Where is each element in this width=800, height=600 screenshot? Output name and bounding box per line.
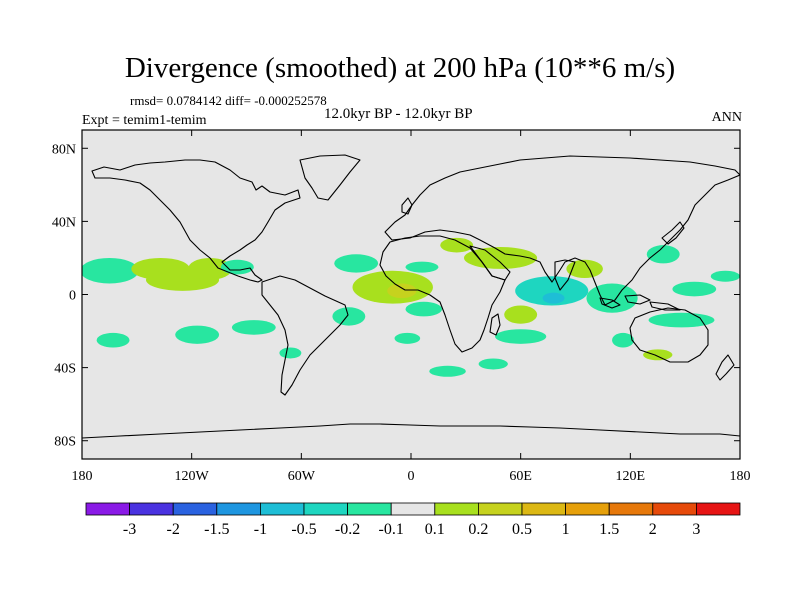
- coast-india: [554, 259, 576, 291]
- colorbar-label: -1.5: [204, 521, 229, 538]
- anomaly-south-pacific-aus: [643, 349, 673, 361]
- lat-tick-label: 40N: [52, 215, 76, 230]
- experiment-label: Expt = temim1-temim: [82, 113, 207, 128]
- lat-tick-label: 0: [69, 289, 76, 304]
- coast-eurasia: [384, 155, 740, 306]
- colorbar-swatch: [521, 502, 566, 516]
- longitude-axis: 180 120W 60W 0 60E 120E 180: [72, 130, 751, 484]
- lat-tick-label: 80S: [54, 435, 76, 450]
- coast-indonesia: [599, 294, 681, 311]
- anomaly-north-africa: [440, 237, 474, 253]
- colorbar-label: 0.1: [425, 521, 445, 538]
- anomaly-atlantic-core: [387, 283, 417, 299]
- lon-tick-label: 180: [72, 469, 93, 484]
- coast-arabia: [469, 245, 511, 281]
- lat-tick-label: 40S: [54, 362, 76, 377]
- anomaly-south-pacific-east: [231, 320, 276, 335]
- colorbar-label: -0.2: [335, 521, 360, 538]
- colorbar-swatch: [347, 502, 392, 516]
- map-title: Divergence (smoothed) at 200 hPa (10**6 …: [124, 52, 676, 84]
- colorbar-label: -1: [254, 521, 267, 538]
- colorbar-swatch: [259, 502, 305, 516]
- anomaly-south-pacific-far: [279, 347, 302, 359]
- colorbar-swatch: [652, 502, 697, 516]
- anomaly-north-atlantic: [334, 254, 379, 273]
- anomaly-indian-core: [542, 292, 565, 304]
- anomaly-bay-of-bengal: [566, 259, 603, 279]
- lat-tick-label: 80N: [52, 142, 76, 157]
- anomaly-south-indian: [495, 329, 547, 344]
- anomaly-south-pacific-west: [96, 332, 130, 348]
- lon-tick-label: 60W: [288, 469, 316, 484]
- colorbar-swatch: [216, 502, 261, 516]
- colorbar-swatch: [696, 502, 741, 516]
- anomaly-southern-ocean-ind: [478, 358, 508, 370]
- anomaly-south-pacific-mid: [175, 325, 220, 344]
- coastlines: [82, 154, 740, 439]
- coast-greenland: [299, 154, 361, 201]
- colorbar-label: 2: [649, 521, 657, 538]
- lon-tick-label: 0: [408, 469, 415, 484]
- anomaly-mexico-west: [220, 259, 254, 275]
- anomaly-maritime-continent: [586, 283, 638, 313]
- lon-tick-label: 120E: [616, 469, 646, 484]
- colorbar-label: -0.5: [291, 521, 316, 538]
- coast-africa: [379, 235, 506, 353]
- season-label: ANN: [711, 110, 742, 125]
- anomaly-west-pacific: [646, 245, 680, 264]
- lon-tick-label: 180: [730, 469, 751, 484]
- colorbar-label: 1: [562, 521, 570, 538]
- coast-north-america: [91, 159, 301, 283]
- anomaly-hawaii-west: [188, 257, 232, 280]
- anomaly-west-pacific-mid: [672, 281, 717, 297]
- colorbar-label: 0.2: [468, 521, 488, 538]
- stats-text: rmsd= 0.0784142 diff= -0.000252578: [130, 93, 327, 108]
- colorbar-label: -3: [123, 521, 136, 538]
- lon-tick-label: 60E: [509, 469, 532, 484]
- colorbar-swatch: [565, 502, 610, 516]
- colorbar-label: -0.1: [379, 521, 404, 538]
- colorbar-label: -2: [167, 521, 180, 538]
- anomaly-sahel: [405, 261, 439, 273]
- colorbar: -3 -2 -1.5 -1 -0.5 -0.2 -0.1 0.1 0.2 0.5 1 1.5 2 3: [85, 502, 741, 538]
- colorbar-label: 1.5: [599, 521, 619, 538]
- colorbar-swatch: [85, 502, 130, 516]
- anomaly-gulf-of-guinea-east: [405, 301, 443, 317]
- anomaly-central-pacific-band: [82, 257, 139, 284]
- colorbar-label: 0.5: [512, 521, 532, 538]
- colorbar-swatch: [172, 502, 218, 516]
- anomaly-layer: [82, 237, 740, 377]
- coast-antarctica: [82, 423, 740, 439]
- anomaly-south-atlantic-east: [394, 332, 421, 344]
- coast-japan: [661, 221, 685, 245]
- period-label: 12.0kyr BP - 12.0kyr BP: [324, 106, 473, 122]
- anomaly-dateline-north: [710, 270, 740, 282]
- anomaly-southern-ocean-atl: [429, 365, 466, 377]
- colorbar-swatch: [608, 502, 654, 516]
- colorbar-swatch: [129, 502, 174, 516]
- anomaly-australia-nw: [612, 332, 634, 348]
- anomaly-africa-east: [464, 246, 538, 269]
- coast-madagascar: [489, 313, 501, 336]
- coast-uk: [401, 197, 413, 215]
- coast-south-america: [261, 275, 349, 396]
- colorbar-swatch: [390, 502, 436, 516]
- lon-tick-label: 120W: [175, 469, 210, 484]
- colorbar-swatch: [303, 502, 348, 516]
- latitude-axis: 80N 40N 0 40S 80S: [52, 142, 740, 450]
- anomaly-east-africa: [504, 305, 538, 324]
- anomaly-indian-ocean: [515, 276, 589, 306]
- colorbar-label: 3: [692, 521, 700, 538]
- coast-new-zealand: [715, 354, 735, 381]
- colorbar-swatch: [477, 502, 523, 516]
- anomaly-south-atlantic: [332, 307, 366, 326]
- colorbar-swatch: [434, 502, 479, 516]
- coast-australia: [629, 307, 709, 363]
